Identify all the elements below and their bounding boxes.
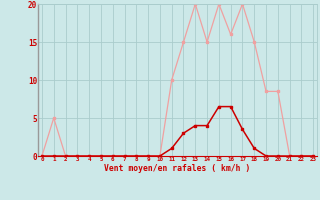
X-axis label: Vent moyen/en rafales ( km/h ): Vent moyen/en rafales ( km/h ) xyxy=(104,164,251,173)
